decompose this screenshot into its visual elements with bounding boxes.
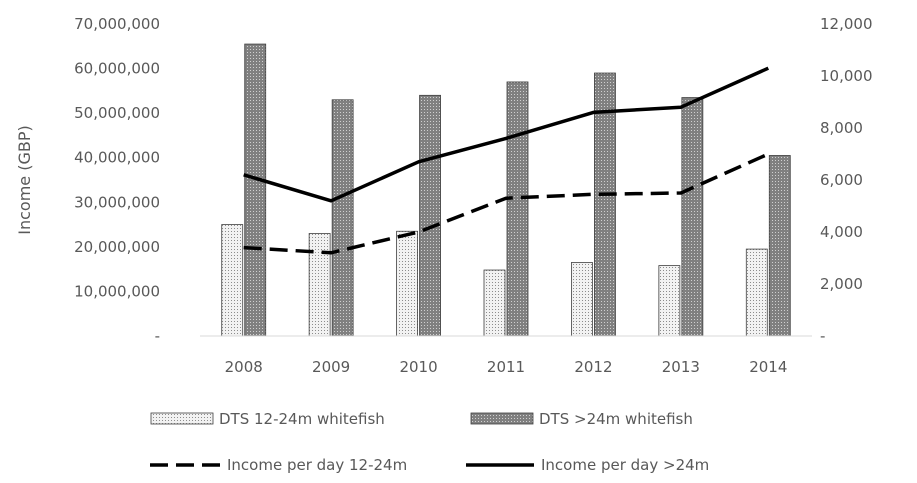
right-tick-label: 8,000 xyxy=(820,119,863,137)
right-tick-label: 6,000 xyxy=(820,171,863,189)
bar-series xyxy=(221,43,791,337)
x-tick-label: 2008 xyxy=(225,358,263,376)
line-series xyxy=(243,66,770,255)
legend-label-income-12-24m: Income per day 12-24m xyxy=(227,456,407,474)
bar-dts-24m xyxy=(331,99,354,337)
left-tick-label: 10,000,000 xyxy=(74,282,160,300)
legend-item-dts-12-24m: DTS 12-24m whitefish xyxy=(150,410,385,428)
right-tick-label: 10,000 xyxy=(820,67,873,85)
bar-dts-24m xyxy=(681,97,704,337)
legend: DTS 12-24m whitefish DTS >24m whitefish … xyxy=(150,410,709,474)
left-tick-label: 70,000,000 xyxy=(74,15,160,33)
left-tick-label: 20,000,000 xyxy=(74,238,160,256)
bar-dts-24m xyxy=(244,43,267,337)
left-tick-label: 60,000,000 xyxy=(74,60,160,78)
bar-dts-12-24m xyxy=(658,265,681,337)
right-tick-label: 4,000 xyxy=(820,223,863,241)
x-tick-label: 2014 xyxy=(749,358,787,376)
x-tick-label: 2013 xyxy=(662,358,700,376)
bar-dts-12-24m xyxy=(571,262,593,337)
left-tick-label: - xyxy=(155,327,160,345)
x-tick-label: 2010 xyxy=(399,358,437,376)
x-tick-label: 2009 xyxy=(312,358,350,376)
bar-dts-12-24m xyxy=(745,248,768,337)
legend-label-income-24m: Income per day >24m xyxy=(541,456,709,474)
bar-dts-24m xyxy=(506,81,529,337)
right-tick-label: - xyxy=(820,327,825,345)
legend-label-dts-12-24m: DTS 12-24m whitefish xyxy=(219,410,385,428)
x-tick-label: 2011 xyxy=(487,358,525,376)
bar-dts-12-24m xyxy=(396,230,418,337)
legend-item-income-12-24m: Income per day 12-24m xyxy=(150,456,407,474)
line-income-12-24m xyxy=(243,152,770,255)
left-tick-label: 30,000,000 xyxy=(74,193,160,211)
bar-dts-24m xyxy=(768,155,791,337)
legend-label-dts-24m: DTS >24m whitefish xyxy=(539,410,693,428)
left-tick-label: 50,000,000 xyxy=(74,104,160,122)
legend-item-dts-24m: DTS >24m whitefish xyxy=(470,410,693,428)
bar-dts-12-24m xyxy=(221,224,244,337)
right-tick-label: 2,000 xyxy=(820,275,863,293)
bar-dts-24m xyxy=(419,94,441,337)
legend-item-income-24m: Income per day >24m xyxy=(466,456,709,474)
left-axis-ticks: - 10,000,000 20,000,000 30,000,000 40,000,00… xyxy=(74,15,160,345)
right-tick-label: 12,000 xyxy=(820,15,873,33)
bar-dts-12-24m xyxy=(308,233,331,337)
left-tick-label: 40,000,000 xyxy=(74,149,160,167)
y-axis-title: Income (GBP) xyxy=(15,125,34,234)
legend-swatch-dts-12-24m xyxy=(150,412,214,425)
line-income-24m xyxy=(243,66,770,203)
right-axis-ticks: - 2,000 4,000 6,000 8,000 10,000 12,000 xyxy=(820,15,873,345)
x-tick-label: 2012 xyxy=(574,358,612,376)
x-axis-ticks: 2008 2009 2010 2011 2012 2013 2014 xyxy=(225,358,788,376)
bar-dts-12-24m xyxy=(483,269,506,337)
legend-swatch-dts-24m xyxy=(470,412,534,425)
